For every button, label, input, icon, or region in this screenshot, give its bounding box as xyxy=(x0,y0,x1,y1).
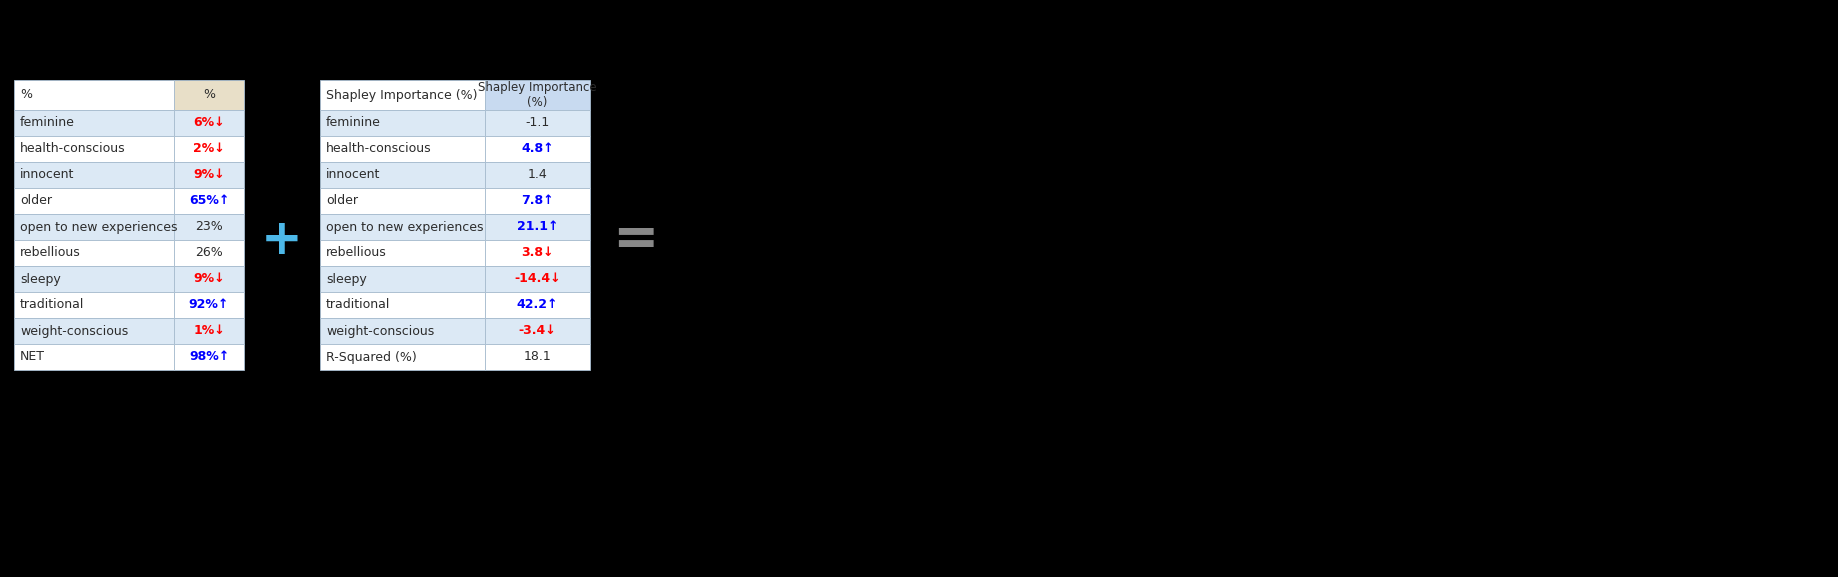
Bar xyxy=(320,240,485,266)
Text: 98%↑: 98%↑ xyxy=(189,350,230,364)
Text: Shapley Importance (%): Shapley Importance (%) xyxy=(325,88,478,102)
Text: +: + xyxy=(261,216,303,264)
Bar xyxy=(485,266,590,292)
Text: NET: NET xyxy=(20,350,44,364)
Text: 9%↓: 9%↓ xyxy=(193,168,224,182)
Bar xyxy=(175,136,244,162)
Text: 42.2↑: 42.2↑ xyxy=(516,298,559,312)
Bar xyxy=(15,344,175,370)
Text: 21.1↑: 21.1↑ xyxy=(516,220,559,234)
Bar xyxy=(320,80,485,110)
Bar xyxy=(320,266,485,292)
Bar xyxy=(320,162,485,188)
Bar xyxy=(175,110,244,136)
Text: feminine: feminine xyxy=(20,117,75,129)
Bar xyxy=(320,110,485,136)
Text: open to new experiences: open to new experiences xyxy=(325,220,483,234)
Text: innocent: innocent xyxy=(325,168,380,182)
Text: rebellious: rebellious xyxy=(20,246,81,260)
Text: R-Squared (%): R-Squared (%) xyxy=(325,350,417,364)
Text: health-conscious: health-conscious xyxy=(20,143,125,155)
Bar xyxy=(485,318,590,344)
Bar xyxy=(15,214,175,240)
Text: 26%: 26% xyxy=(195,246,222,260)
Text: -3.4↓: -3.4↓ xyxy=(518,324,557,338)
Bar xyxy=(15,162,175,188)
Text: rebellious: rebellious xyxy=(325,246,386,260)
Bar xyxy=(320,136,485,162)
Bar xyxy=(485,240,590,266)
Bar xyxy=(175,292,244,318)
Text: -14.4↓: -14.4↓ xyxy=(515,272,561,286)
Text: 1%↓: 1%↓ xyxy=(193,324,224,338)
Text: sleepy: sleepy xyxy=(325,272,368,286)
Text: 4.8↑: 4.8↑ xyxy=(522,143,553,155)
Text: innocent: innocent xyxy=(20,168,74,182)
Bar xyxy=(15,136,175,162)
Text: older: older xyxy=(20,194,51,208)
Bar xyxy=(15,266,175,292)
Bar xyxy=(320,214,485,240)
Bar xyxy=(175,266,244,292)
Bar xyxy=(485,80,590,110)
Text: open to new experiences: open to new experiences xyxy=(20,220,178,234)
Text: older: older xyxy=(325,194,358,208)
Bar xyxy=(485,214,590,240)
Text: sleepy: sleepy xyxy=(20,272,61,286)
Bar xyxy=(175,344,244,370)
Text: traditional: traditional xyxy=(325,298,390,312)
Bar xyxy=(320,318,485,344)
Bar xyxy=(15,318,175,344)
Text: Shapley Importance
(%): Shapley Importance (%) xyxy=(478,81,597,109)
Bar xyxy=(320,188,485,214)
Text: -1.1: -1.1 xyxy=(526,117,550,129)
Bar xyxy=(175,318,244,344)
Bar xyxy=(175,240,244,266)
Bar xyxy=(15,80,175,110)
Bar xyxy=(15,188,175,214)
Text: weight-conscious: weight-conscious xyxy=(20,324,129,338)
Bar xyxy=(485,136,590,162)
Bar xyxy=(485,292,590,318)
Text: 6%↓: 6%↓ xyxy=(193,117,224,129)
Bar xyxy=(15,240,175,266)
Text: 9%↓: 9%↓ xyxy=(193,272,224,286)
Text: %: % xyxy=(20,88,31,102)
Bar xyxy=(15,110,175,136)
Text: weight-conscious: weight-conscious xyxy=(325,324,434,338)
Text: %: % xyxy=(202,88,215,102)
Bar xyxy=(485,344,590,370)
Text: 3.8↓: 3.8↓ xyxy=(522,246,553,260)
Text: feminine: feminine xyxy=(325,117,380,129)
Text: health-conscious: health-conscious xyxy=(325,143,432,155)
Text: 92%↑: 92%↑ xyxy=(189,298,230,312)
Bar xyxy=(15,292,175,318)
Bar xyxy=(175,162,244,188)
Text: 65%↑: 65%↑ xyxy=(189,194,230,208)
Text: =: = xyxy=(612,213,658,267)
Text: 18.1: 18.1 xyxy=(524,350,551,364)
Bar xyxy=(485,162,590,188)
Bar xyxy=(175,188,244,214)
Bar xyxy=(485,188,590,214)
Bar xyxy=(320,344,485,370)
Text: 2%↓: 2%↓ xyxy=(193,143,224,155)
Text: 7.8↑: 7.8↑ xyxy=(522,194,553,208)
Bar xyxy=(175,80,244,110)
Text: traditional: traditional xyxy=(20,298,85,312)
Bar xyxy=(485,110,590,136)
Bar xyxy=(175,214,244,240)
Text: 23%: 23% xyxy=(195,220,222,234)
Text: 1.4: 1.4 xyxy=(528,168,548,182)
Bar xyxy=(320,292,485,318)
